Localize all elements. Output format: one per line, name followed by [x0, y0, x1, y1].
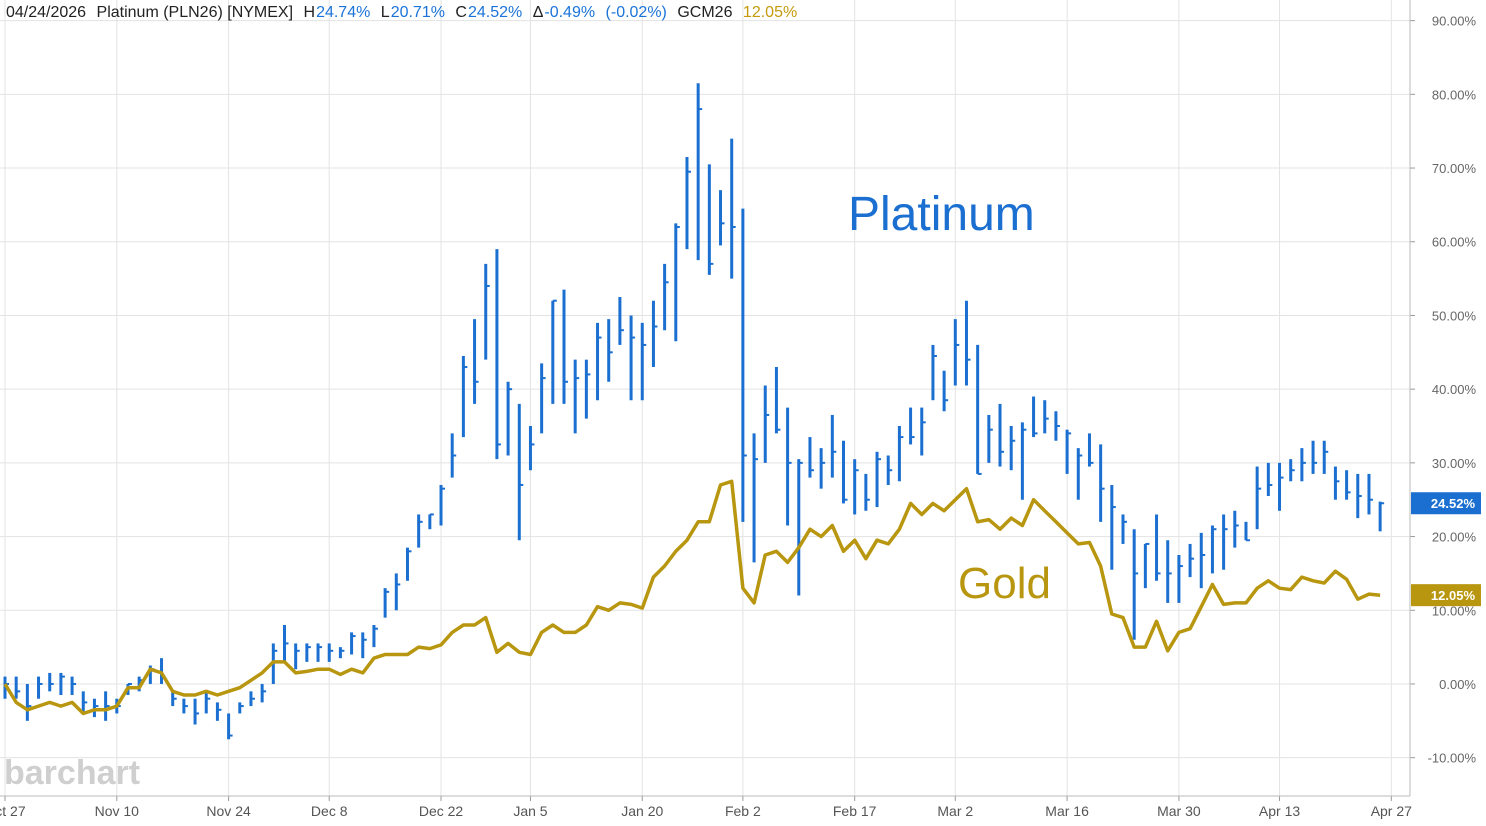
x-tick-label: Mar 30: [1157, 803, 1201, 819]
last-value-label: 24.52%: [1431, 496, 1476, 511]
x-tick-label: Jan 5: [513, 803, 547, 819]
high-value: 24.74%: [316, 4, 371, 21]
x-tick-label: Feb 2: [725, 803, 761, 819]
y-tick-label: 20.00%: [1432, 530, 1477, 545]
low-label: L: [380, 4, 390, 21]
low-value: 20.71%: [390, 4, 445, 21]
y-tick-label: 40.00%: [1432, 382, 1477, 397]
x-tick-label: Feb 17: [833, 803, 877, 819]
high-label: H: [303, 4, 316, 21]
x-tick-label: Mar 2: [937, 803, 973, 819]
plot: [3, 83, 1385, 740]
y-tick-label: 80.00%: [1432, 87, 1477, 102]
change-value: -0.49%: [544, 4, 596, 21]
x-tick-label: Dec 8: [311, 803, 348, 819]
watermark: barchart: [4, 754, 140, 792]
x-tick-label: Nov 10: [95, 803, 140, 819]
x-tick-label: Oct 27: [0, 803, 26, 819]
y-tick-label: 60.00%: [1432, 235, 1477, 250]
y-tick-label: 10.00%: [1432, 603, 1477, 618]
change-label: Δ: [532, 4, 544, 21]
grid: [0, 0, 1410, 796]
y-tick-label: 0.00%: [1439, 677, 1476, 692]
x-tick-label: Apr 13: [1259, 803, 1300, 819]
date: 04/24/2026: [6, 4, 87, 21]
series-annotation: Platinum: [848, 188, 1035, 241]
header: 04/24/2026 Platinum (PLN26) [NYMEX] H24.…: [6, 4, 803, 22]
x-tick-label: Mar 16: [1045, 803, 1089, 819]
compare-symbol: GCM26: [677, 4, 733, 21]
y-tick-label: -10.00%: [1428, 751, 1477, 766]
last-value-badge: [1411, 492, 1481, 515]
compare-value: 12.05%: [742, 4, 798, 21]
change-pct: (-0.02%): [605, 4, 667, 21]
y-tick-label: 70.00%: [1432, 161, 1477, 176]
y-tick-label: 50.00%: [1432, 308, 1477, 323]
x-tick-label: Apr 27: [1371, 803, 1412, 819]
x-tick-label: Dec 22: [419, 803, 464, 819]
y-tick-label: 30.00%: [1432, 456, 1477, 471]
x-tick-label: Nov 24: [206, 803, 251, 819]
y-tick-label: 90.00%: [1432, 14, 1477, 29]
last-value-label: 12.05%: [1431, 588, 1476, 603]
series-annotation: Gold: [958, 559, 1051, 608]
x-tick-label: Jan 20: [621, 803, 663, 819]
close-value: 24.52%: [467, 4, 523, 21]
symbol: Platinum (PLN26) [NYMEX]: [96, 4, 294, 21]
last-value-badge: [1411, 584, 1481, 607]
close-label: C: [455, 4, 467, 21]
series-line: [3, 479, 1381, 716]
